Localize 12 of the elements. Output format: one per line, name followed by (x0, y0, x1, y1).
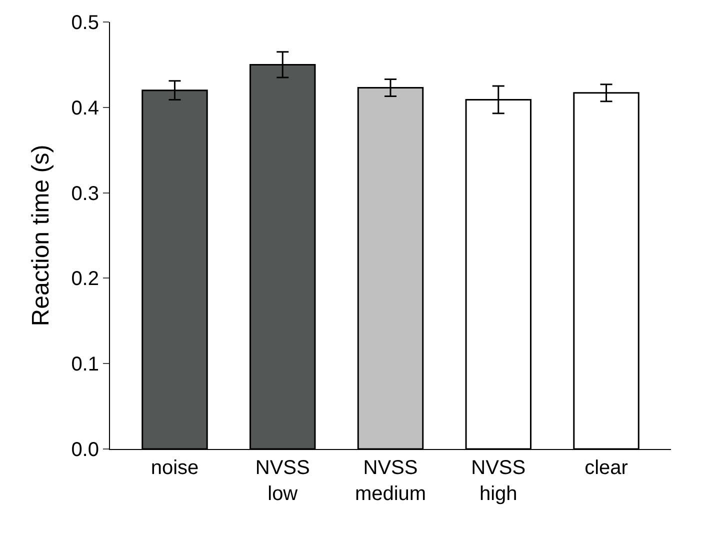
y-tick-label: 0.2 (71, 268, 99, 290)
x-tick-label: NVSS low (255, 457, 310, 505)
x-tick-label: clear (584, 457, 628, 479)
x-tick-label: noise (150, 457, 199, 479)
y-tick-label: 0.3 (71, 182, 99, 205)
x-tick-label: NVSS medium (354, 457, 426, 505)
x-tick-label: NVSS high (471, 457, 526, 505)
y-tick-label: 0.0 (71, 439, 99, 461)
y-tick-label: 0.5 (71, 12, 99, 34)
y-axis-title: Reaction time (s) (27, 144, 54, 326)
y-tick-label: 0.1 (71, 354, 99, 376)
y-tick-label: 0.4 (71, 97, 99, 120)
